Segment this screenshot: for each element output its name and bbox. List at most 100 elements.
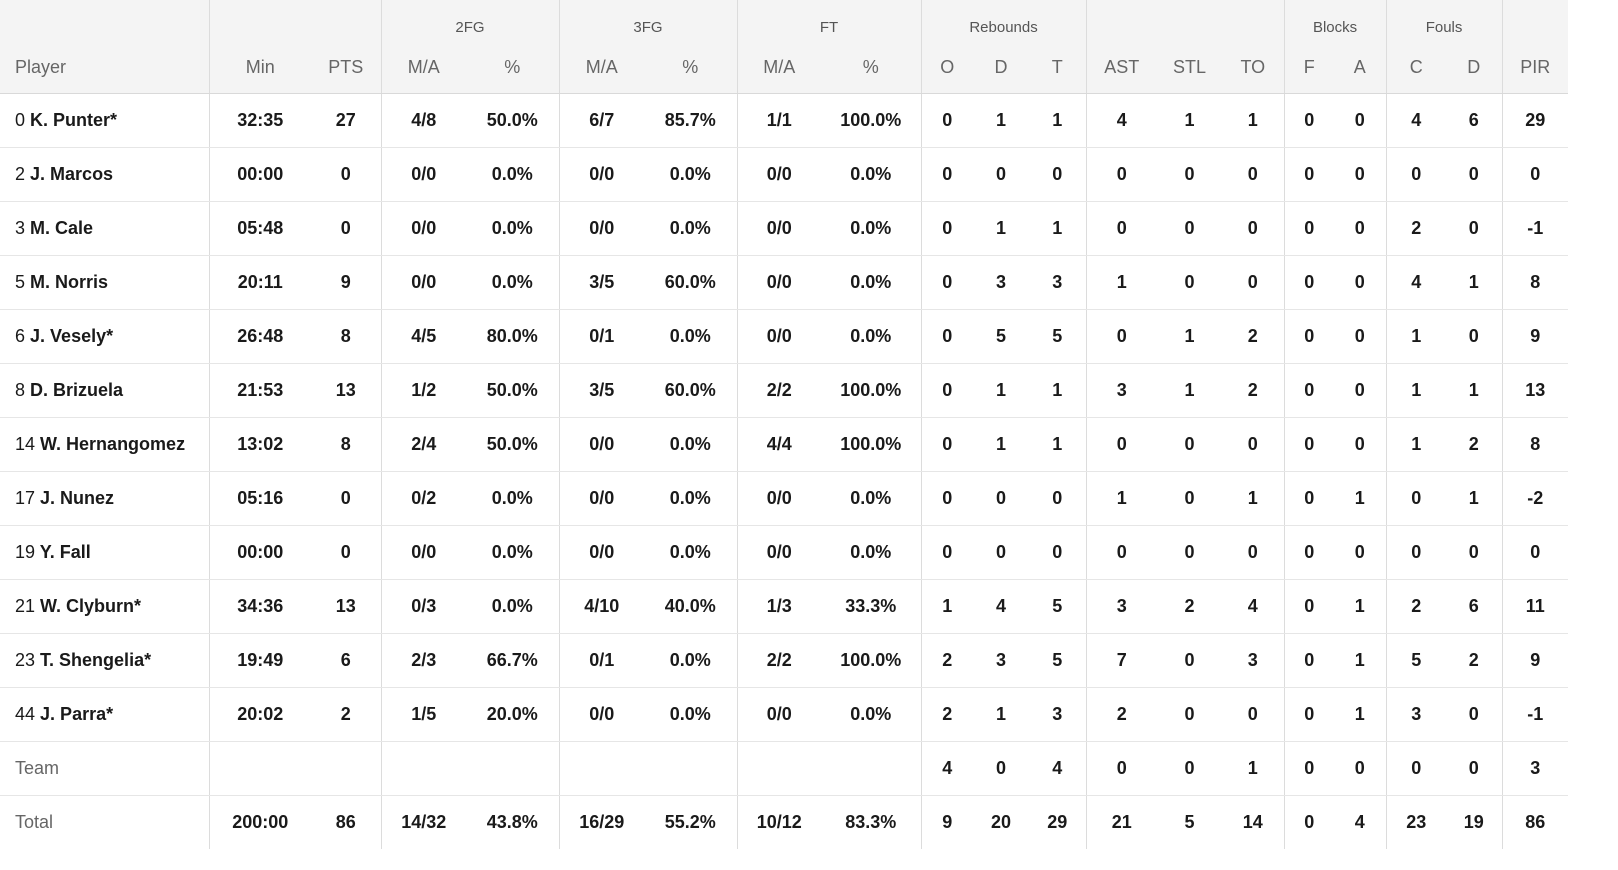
player-name[interactable]: W. Hernangomez	[40, 434, 186, 454]
player-row[interactable]: 44 J. Parra* 20:02 2 1/5 20.0% 0/0 0.0% 0/0 0.0%…	[0, 687, 1568, 742]
player-row[interactable]: 6 J. Vesely* 26:48 8 4/5 80.0% 0/1 0.0% 0/0 0.0%…	[0, 309, 1568, 364]
column-header-to[interactable]: TO	[1222, 42, 1285, 94]
column-header-ft-ma[interactable]: M/A	[737, 42, 821, 94]
stat-pts: 8	[311, 417, 382, 472]
stat-2fg-ma: 1/5	[381, 687, 466, 742]
stat-2fg-ma: 0/2	[381, 471, 466, 526]
player-row[interactable]: 19 Y. Fall 00:00 0 0/0 0.0% 0/0 0.0% 0/0 0.0% 0 0 0…	[0, 525, 1568, 580]
stat-ft-pct: 100.0%	[821, 633, 922, 688]
stat-foul-d: 2	[1446, 417, 1503, 472]
column-header-reb-d[interactable]: D	[973, 42, 1030, 94]
stat-to: 2	[1222, 309, 1285, 364]
column-header-fouls-d[interactable]: D	[1446, 42, 1503, 94]
stat-ft-ma: 2/2	[737, 633, 821, 688]
player-row[interactable]: 5 M. Norris 20:11 9 0/0 0.0% 3/5 60.0% 0/0 0.0% 0…	[0, 255, 1568, 310]
column-header-player[interactable]: Player	[0, 42, 210, 94]
stat-foul-d: 1	[1446, 471, 1503, 526]
column-header-blocks-a[interactable]: A	[1334, 42, 1387, 94]
column-header-3fg-pct[interactable]: %	[644, 42, 738, 94]
column-header-ft-pct[interactable]: %	[821, 42, 922, 94]
stat-blk-f: 0	[1284, 201, 1335, 256]
player-name[interactable]: J. Marcos	[30, 164, 114, 184]
team-label: Team	[0, 741, 210, 796]
stat-reb-o: 0	[921, 93, 974, 148]
stat-ast: 3	[1086, 363, 1158, 418]
column-header-fouls-c[interactable]: C	[1386, 42, 1447, 94]
player-row[interactable]: 14 W. Hernangomez 13:02 8 2/4 50.0% 0/0 0.0% 4/…	[0, 417, 1568, 472]
player-name[interactable]: M. Cale	[30, 218, 94, 238]
player-name[interactable]: J. Nunez	[40, 488, 115, 508]
stat-reb-o: 2	[921, 687, 974, 742]
player-name[interactable]: K. Punter*	[30, 110, 118, 130]
box-score-table: 2FG 3FG FT Rebounds Blocks Fouls Player …	[0, 0, 1568, 849]
stat-min: 21:53	[209, 363, 311, 418]
player-name[interactable]: T. Shengelia*	[40, 650, 152, 670]
stat-foul-d: 0	[1446, 309, 1503, 364]
stat-foul-d: 6	[1446, 579, 1503, 634]
stat-reb-t: 5	[1029, 309, 1087, 364]
player-row[interactable]: 17 J. Nunez 05:16 0 0/2 0.0% 0/0 0.0% 0/0 0.0% 0 0…	[0, 471, 1568, 526]
stat-2fg-pct: 50.0%	[466, 363, 560, 418]
player-row[interactable]: 23 T. Shengelia* 19:49 6 2/3 66.7% 0/1 0.0% 2/2…	[0, 633, 1568, 688]
stat-blk-f: 0	[1284, 93, 1335, 148]
stat-3fg-ma: 0/0	[559, 147, 644, 202]
stat-blk-a: 0	[1334, 255, 1387, 310]
column-header-reb-t[interactable]: T	[1029, 42, 1087, 94]
column-header-3fg-ma[interactable]: M/A	[559, 42, 644, 94]
column-header-min[interactable]: Min	[209, 42, 311, 94]
stat-2fg-pct: 0.0%	[466, 579, 560, 634]
stat-to: 1	[1222, 741, 1285, 796]
player-row[interactable]: 3 M. Cale 05:48 0 0/0 0.0% 0/0 0.0% 0/0 0.0% 0 1 1 0…	[0, 201, 1568, 256]
stat-reb-d: 0	[973, 525, 1030, 580]
player-row[interactable]: 21 W. Clyburn* 34:36 13 0/3 0.0% 4/10 40.0% 1/3…	[0, 579, 1568, 634]
stat-min: 19:49	[209, 633, 311, 688]
stat-reb-t: 4	[1029, 741, 1087, 796]
player-name[interactable]: D. Brizuela	[30, 380, 124, 400]
stat-foul-c: 5	[1386, 633, 1447, 688]
group-blank-player	[0, 0, 210, 42]
player-name[interactable]: M. Norris	[30, 272, 109, 292]
stat-stl: 0	[1157, 633, 1223, 688]
stat-ast: 3	[1086, 579, 1158, 634]
column-header-blocks-f[interactable]: F	[1284, 42, 1335, 94]
stat-2fg-ma: 0/0	[381, 525, 466, 580]
stat-ft-pct: 83.3%	[821, 795, 922, 849]
column-header-2fg-pct[interactable]: %	[466, 42, 560, 94]
column-header-stl[interactable]: STL	[1157, 42, 1223, 94]
stat-reb-d: 3	[973, 633, 1030, 688]
column-header-pts[interactable]: PTS	[311, 42, 382, 94]
stat-2fg-ma: 0/0	[381, 147, 466, 202]
player-row[interactable]: 8 D. Brizuela 21:53 13 1/2 50.0% 3/5 60.0% 2/2 1…	[0, 363, 1568, 418]
column-header-2fg-ma[interactable]: M/A	[381, 42, 466, 94]
group-header-ft: FT	[737, 0, 922, 42]
stat-blk-a: 0	[1334, 93, 1387, 148]
stat-ast: 2	[1086, 687, 1158, 742]
stat-ft-ma: 1/3	[737, 579, 821, 634]
player-name[interactable]: J. Vesely*	[30, 326, 114, 346]
stat-reb-t: 3	[1029, 687, 1087, 742]
stat-ft-ma: 0/0	[737, 255, 821, 310]
stat-3fg-pct: 0.0%	[644, 309, 738, 364]
player-row[interactable]: 2 J. Marcos 00:00 0 0/0 0.0% 0/0 0.0% 0/0 0.0% 0 0…	[0, 147, 1568, 202]
stat-foul-c: 0	[1386, 741, 1447, 796]
player-row[interactable]: 0 K. Punter* 32:35 27 4/8 50.0% 6/7 85.7% 1/1 10…	[0, 93, 1568, 148]
player-number: 6	[15, 326, 26, 346]
stat-2fg-ma: 14/32	[401, 812, 447, 832]
stat-ft-ma: 10/12	[756, 812, 802, 832]
stat-stl: 1	[1157, 309, 1223, 364]
player-name[interactable]: W. Clyburn*	[40, 596, 142, 616]
column-header-pir[interactable]: PIR	[1502, 42, 1568, 94]
stat-pir: 86	[1525, 812, 1546, 832]
stat-2fg-ma: 0/3	[381, 579, 466, 634]
stat-2fg-pct: 66.7%	[466, 633, 560, 688]
stat-reb-t: 0	[1029, 471, 1087, 526]
player-name[interactable]: Y. Fall	[39, 542, 91, 562]
stat-reb-t: 5	[1029, 579, 1087, 634]
stat-3fg-pct: 60.0%	[644, 363, 738, 418]
column-header-reb-o[interactable]: O	[921, 42, 974, 94]
column-header-ast[interactable]: AST	[1086, 42, 1158, 94]
stat-ft-ma: 0/0	[737, 471, 821, 526]
player-name[interactable]: J. Parra*	[40, 704, 114, 724]
stat-reb-o: 0	[921, 201, 974, 256]
stat-ft-ma: 0/0	[737, 525, 821, 580]
